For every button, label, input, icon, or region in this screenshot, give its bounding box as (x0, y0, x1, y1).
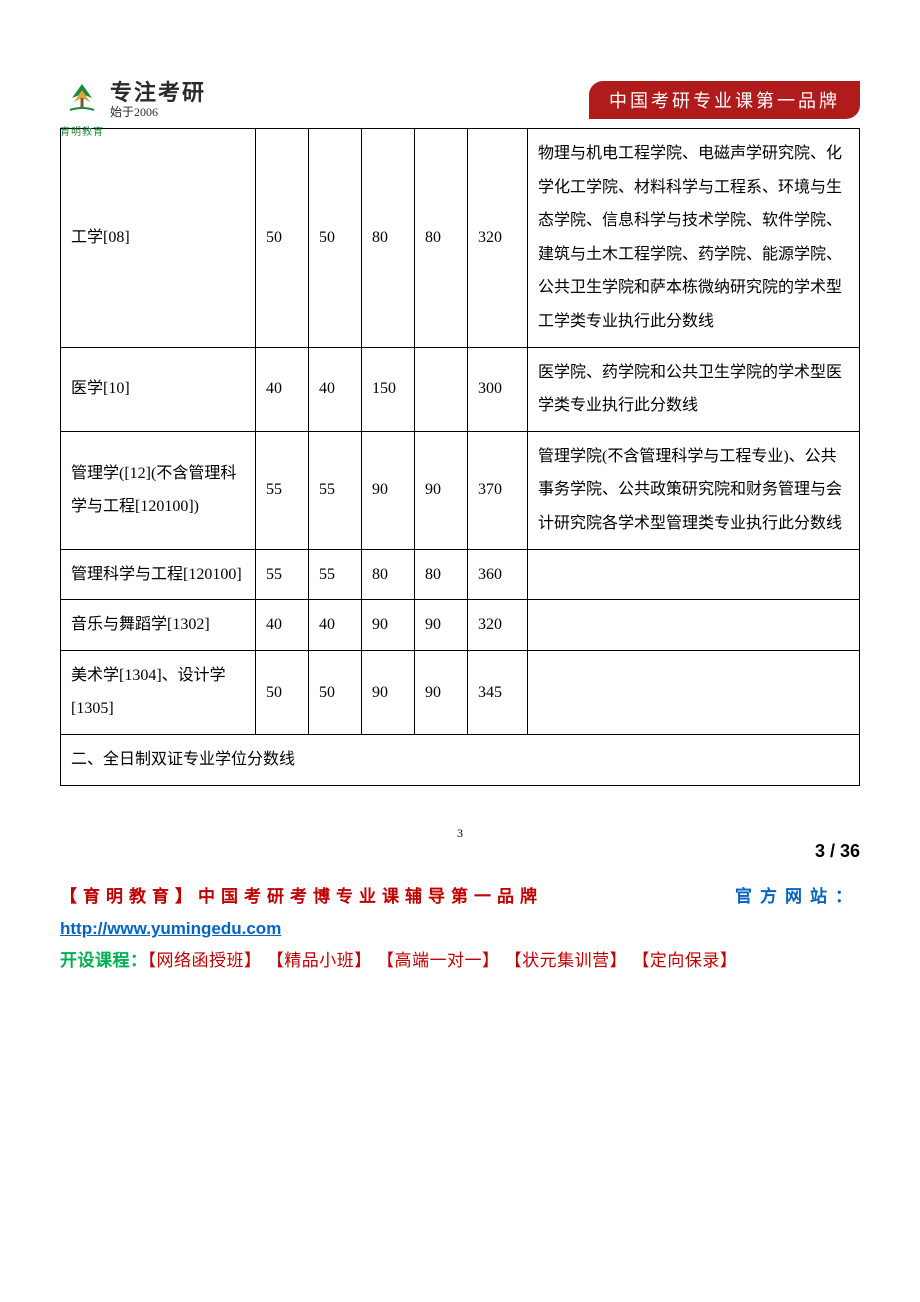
cell-c1: 55 (256, 431, 309, 549)
page-number-small: 3 (60, 826, 860, 841)
footer-site-label: 官方网站： (735, 881, 860, 913)
cell-subject: 美术学[1304]、设计学[1305] (61, 650, 256, 734)
cell-c3: 80 (362, 549, 415, 600)
cell-c4 (415, 347, 468, 431)
cell-c4: 80 (415, 129, 468, 348)
section-title: 二、全日制双证专业学位分数线 (61, 734, 860, 785)
cell-c3: 90 (362, 650, 415, 734)
cell-c1: 40 (256, 347, 309, 431)
table-body: 工学[08] 50 50 80 80 320 物理与机电工程学院、电磁声学研究院… (61, 129, 860, 786)
cell-c3: 90 (362, 600, 415, 651)
slogan-main: 专注考研 (110, 81, 206, 105)
cell-total: 300 (468, 347, 528, 431)
table-row: 医学[10] 40 40 150 300 医学院、药学院和公共卫生学院的学术型医… (61, 347, 860, 431)
table-row: 音乐与舞蹈学[1302] 40 40 90 90 320 (61, 600, 860, 651)
footer-courses: 开设课程：【网络函授班】 【精品小班】 【高端一对一】 【状元集训营】 【定向保… (60, 945, 860, 977)
cell-total: 320 (468, 129, 528, 348)
page-number-big: 3 / 36 (815, 841, 860, 862)
cell-total: 370 (468, 431, 528, 549)
cell-c2: 55 (309, 549, 362, 600)
cell-c2: 50 (309, 650, 362, 734)
cell-c3: 80 (362, 129, 415, 348)
table-row: 工学[08] 50 50 80 80 320 物理与机电工程学院、电磁声学研究院… (61, 129, 860, 348)
cell-subject: 音乐与舞蹈学[1302] (61, 600, 256, 651)
cell-note: 管理学院(不含管理科学与工程专业)、公共事务学院、公共政策研究院和财务管理与会计… (528, 431, 860, 549)
courses-prefix: 开设课程： (60, 951, 148, 970)
cell-subject: 医学[10] (61, 347, 256, 431)
logo-icon: 育明教育 (60, 80, 104, 120)
cell-subject: 工学[08] (61, 129, 256, 348)
footer-brand-text: 【育明教育】中国考研考博专业课辅导第一品牌 (60, 881, 543, 913)
table-row: 美术学[1304]、设计学[1305] 50 50 90 90 345 (61, 650, 860, 734)
courses-list: 【网络函授班】 【精品小班】 【高端一对一】 【状元集训营】 【定向保录】 (148, 951, 738, 970)
cell-subject: 管理学([12](不含管理科学与工程[120100]) (61, 431, 256, 549)
cell-note (528, 600, 860, 651)
cell-c2: 55 (309, 431, 362, 549)
cell-note (528, 549, 860, 600)
page-header: 育明教育 专注考研 始于2006 中国考研专业课第一品牌 (60, 80, 860, 120)
cell-note: 物理与机电工程学院、电磁声学研究院、化学化工学院、材料科学与工程系、环境与生态学… (528, 129, 860, 348)
cell-c2: 50 (309, 129, 362, 348)
footer-url-line: http://www.yumingedu.com (60, 913, 860, 945)
cell-subject: 管理科学与工程[120100] (61, 549, 256, 600)
cell-total: 360 (468, 549, 528, 600)
org-label: 育明教育 (60, 123, 104, 138)
cell-c1: 40 (256, 600, 309, 651)
score-table: 工学[08] 50 50 80 80 320 物理与机电工程学院、电磁声学研究院… (60, 128, 860, 786)
cell-c1: 50 (256, 129, 309, 348)
logo-text: 专注考研 始于2006 (110, 81, 206, 118)
cell-c2: 40 (309, 600, 362, 651)
cell-c2: 40 (309, 347, 362, 431)
logo-block: 育明教育 专注考研 始于2006 (60, 80, 206, 120)
cell-c1: 55 (256, 549, 309, 600)
cell-c4: 90 (415, 650, 468, 734)
slogan-sub: 始于2006 (110, 106, 206, 119)
section-row: 二、全日制双证专业学位分数线 (61, 734, 860, 785)
cell-c4: 80 (415, 549, 468, 600)
cell-total: 320 (468, 600, 528, 651)
cell-c4: 90 (415, 431, 468, 549)
footer-line-1: 【育明教育】中国考研考博专业课辅导第一品牌 官方网站： (60, 881, 860, 913)
cell-c3: 90 (362, 431, 415, 549)
brand-badge: 中国考研专业课第一品牌 (589, 81, 860, 119)
cell-note (528, 650, 860, 734)
table-row: 管理科学与工程[120100] 55 55 80 80 360 (61, 549, 860, 600)
cell-note: 医学院、药学院和公共卫生学院的学术型医学类专业执行此分数线 (528, 347, 860, 431)
cell-c3: 150 (362, 347, 415, 431)
cell-c4: 90 (415, 600, 468, 651)
cell-total: 345 (468, 650, 528, 734)
cell-c1: 50 (256, 650, 309, 734)
table-row: 管理学([12](不含管理科学与工程[120100]) 55 55 90 90 … (61, 431, 860, 549)
footer-url-link[interactable]: http://www.yumingedu.com (60, 919, 281, 938)
page-footer: 【育明教育】中国考研考博专业课辅导第一品牌 官方网站： http://www.y… (0, 881, 920, 1018)
